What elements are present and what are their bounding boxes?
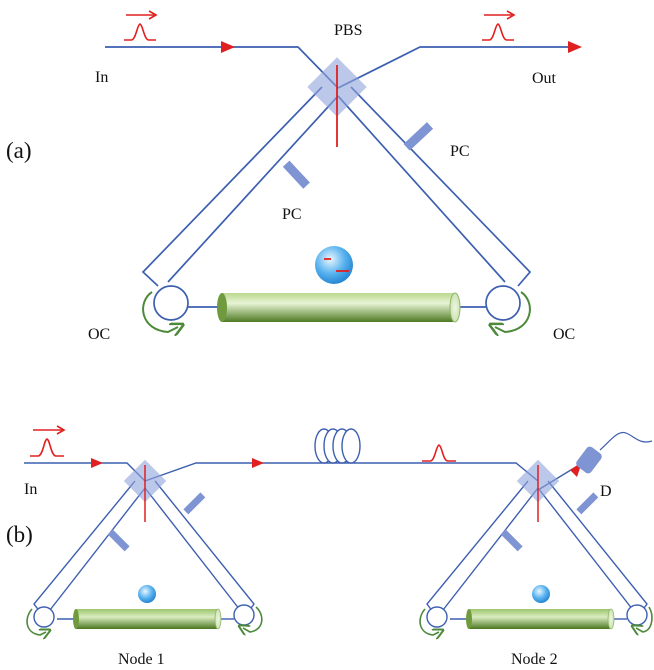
pbs-label: PBS	[334, 22, 362, 39]
panel-label: (a)	[6, 138, 32, 163]
optical-cavity-icon	[73, 608, 222, 630]
node-2	[419, 459, 653, 635]
polarizing-beam-splitter-icon	[307, 57, 367, 147]
pc-left-label: PC	[282, 206, 302, 223]
panel-a: (a) In Out PBS PC PC OC OC	[6, 10, 582, 343]
input-label: In	[95, 69, 108, 86]
polarization-controller-icon	[500, 529, 523, 552]
optical-circulator-icon	[485, 285, 521, 321]
polarization-controller-icon	[107, 529, 130, 552]
atom-icon	[532, 585, 550, 603]
polarization-controller-icon	[403, 122, 434, 151]
direction-arrow	[252, 458, 264, 468]
panel-label: (b)	[6, 522, 33, 547]
rotation-arrow-icon	[142, 291, 178, 332]
pc-right-label: PC	[450, 143, 470, 160]
oc-left-label: OC	[88, 326, 110, 343]
panel-b: (b) In D Node 1 Node 2	[6, 425, 653, 668]
photon-pulse-icon	[422, 444, 456, 462]
rotation-arrow-icon	[495, 291, 531, 332]
optical-circulator-icon	[426, 606, 448, 628]
direction-arrow	[568, 41, 582, 53]
node-1	[26, 459, 263, 635]
fiber-spool-icon	[314, 428, 361, 464]
oc-right-label: OC	[553, 326, 575, 343]
node-1-label: Node 1	[118, 651, 165, 668]
polarization-controller-icon	[576, 492, 599, 515]
output-label: Out	[532, 70, 557, 87]
node-2-label: Node 2	[511, 651, 558, 668]
optical-cavity-icon	[217, 292, 461, 323]
rotation-arrow-icon	[636, 606, 653, 632]
polarization-controller-icon	[282, 160, 310, 189]
photon-pulse-icon	[482, 10, 516, 41]
photon-pulse-icon	[124, 10, 158, 41]
rotation-arrow-icon	[243, 606, 263, 632]
atom-icon	[315, 246, 353, 284]
photon-pulse-icon	[30, 425, 66, 457]
direction-arrow	[91, 458, 103, 468]
polarizing-beam-splitter-icon	[123, 459, 167, 522]
atom-icon	[138, 585, 156, 603]
detector-label: D	[600, 483, 612, 500]
optical-cavity-icon	[466, 608, 615, 630]
direction-arrow	[221, 41, 235, 53]
optical-circulator-icon	[33, 606, 55, 628]
optical-circulator-icon	[626, 604, 648, 626]
rotation-arrow-icon	[419, 608, 439, 635]
rotation-arrow-icon	[26, 608, 46, 635]
optical-circulator-icon	[233, 604, 255, 626]
polarization-controller-icon	[183, 492, 206, 515]
input-label: In	[24, 481, 37, 498]
detector-icon	[576, 431, 653, 474]
optical-circulator-icon	[153, 285, 189, 321]
